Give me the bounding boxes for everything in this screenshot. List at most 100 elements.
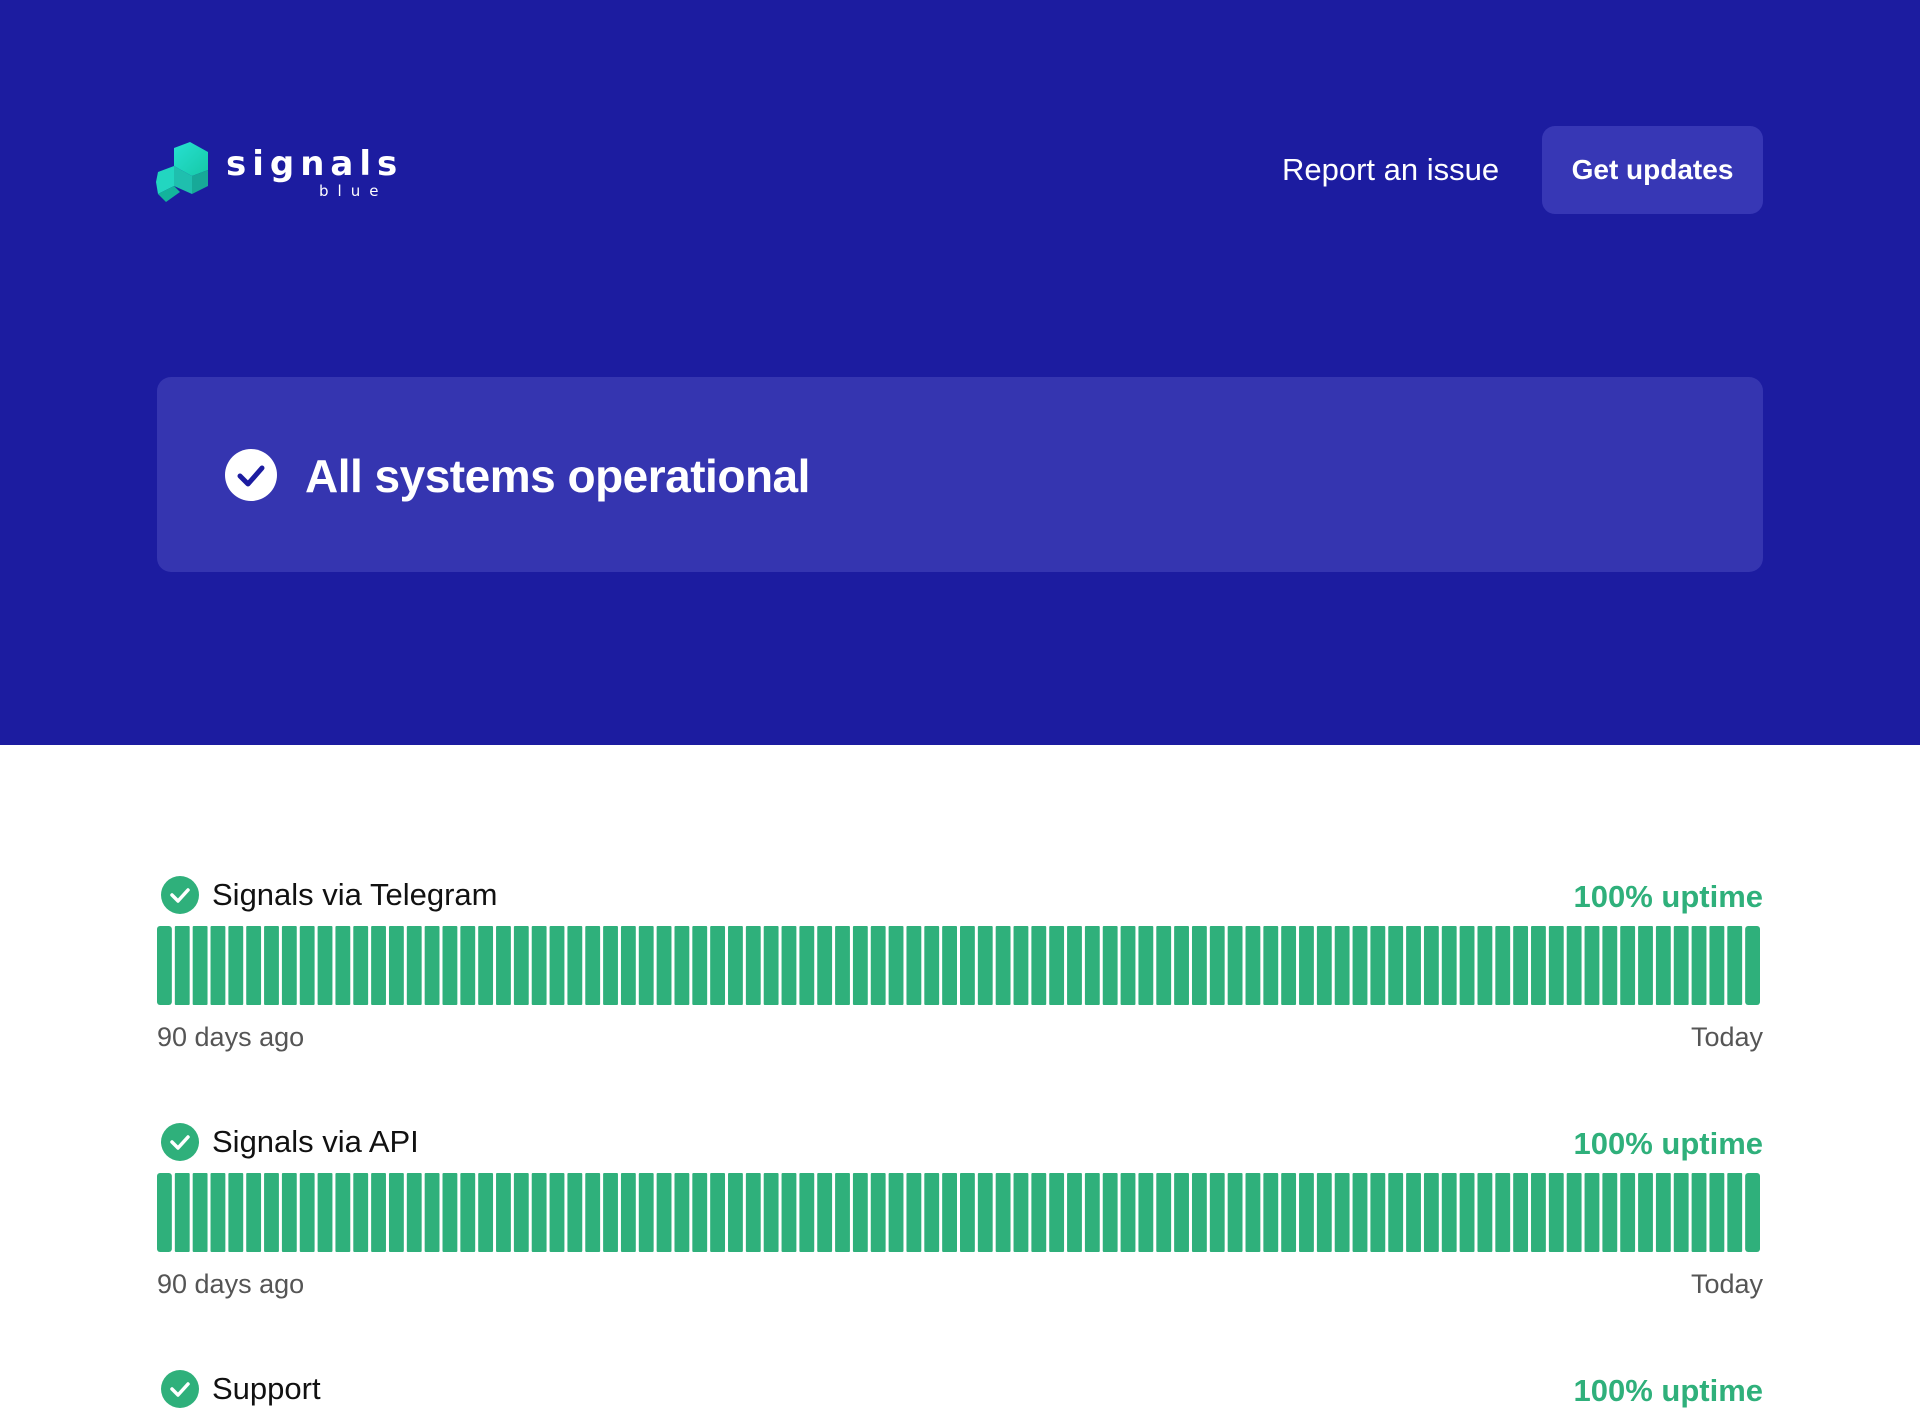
uptime-day-bar[interactable] <box>460 1173 476 1252</box>
uptime-day-bar[interactable] <box>835 1173 850 1252</box>
uptime-day-bar[interactable] <box>1638 926 1653 1005</box>
uptime-day-bar[interactable] <box>1084 1173 1100 1252</box>
uptime-day-bar[interactable] <box>1102 926 1118 1005</box>
uptime-day-bar[interactable] <box>799 1173 815 1252</box>
uptime-day-bar[interactable] <box>246 1173 262 1252</box>
uptime-day-bar[interactable] <box>1084 926 1100 1005</box>
uptime-day-bar[interactable] <box>317 1173 333 1252</box>
uptime-day-bar[interactable] <box>1031 1173 1047 1252</box>
uptime-day-bar[interactable] <box>549 1173 565 1252</box>
uptime-day-bar[interactable] <box>371 926 386 1005</box>
uptime-day-bar[interactable] <box>1441 1173 1457 1252</box>
uptime-day-bar[interactable] <box>192 926 208 1005</box>
uptime-day-bar[interactable] <box>228 1173 244 1252</box>
uptime-day-bar[interactable] <box>942 926 957 1005</box>
uptime-day-bar[interactable] <box>1548 1173 1564 1252</box>
uptime-day-bar[interactable] <box>1156 1173 1172 1252</box>
uptime-day-bar[interactable] <box>317 926 333 1005</box>
uptime-day-bar[interactable] <box>353 926 369 1005</box>
uptime-day-bar[interactable] <box>870 1173 886 1252</box>
uptime-day-bar[interactable] <box>995 926 1011 1005</box>
uptime-day-bar[interactable] <box>388 1173 404 1252</box>
uptime-day-bar[interactable] <box>1031 926 1047 1005</box>
uptime-day-bar[interactable] <box>531 1173 547 1252</box>
uptime-day-bar[interactable] <box>264 1173 279 1252</box>
uptime-day-bar[interactable] <box>1316 926 1332 1005</box>
uptime-day-bar[interactable] <box>585 1173 601 1252</box>
uptime-day-bar[interactable] <box>924 926 940 1005</box>
uptime-day-bar[interactable] <box>1673 1173 1689 1252</box>
uptime-day-bar[interactable] <box>1620 926 1636 1005</box>
uptime-day-bar[interactable] <box>1655 1173 1671 1252</box>
uptime-day-bar[interactable] <box>603 1173 618 1252</box>
uptime-day-bar[interactable] <box>496 926 511 1005</box>
uptime-day-bar[interactable] <box>1049 1173 1065 1252</box>
uptime-day-bar[interactable] <box>1495 926 1511 1005</box>
uptime-day-bar[interactable] <box>977 1173 993 1252</box>
uptime-day-bar[interactable] <box>1495 1173 1511 1252</box>
uptime-day-bar[interactable] <box>549 926 565 1005</box>
uptime-day-bar[interactable] <box>1156 926 1172 1005</box>
uptime-day-bar[interactable] <box>1638 1173 1653 1252</box>
uptime-day-bar[interactable] <box>353 1173 369 1252</box>
uptime-day-bar[interactable] <box>1620 1173 1636 1252</box>
uptime-day-bar[interactable] <box>388 926 404 1005</box>
uptime-day-bar[interactable] <box>299 926 315 1005</box>
uptime-day-bar[interactable] <box>1602 1173 1618 1252</box>
uptime-day-bar[interactable] <box>638 1173 654 1252</box>
uptime-day-bar[interactable] <box>406 926 422 1005</box>
uptime-day-bar[interactable] <box>674 1173 690 1252</box>
uptime-day-bar[interactable] <box>210 1173 226 1252</box>
uptime-day-bar[interactable] <box>1191 926 1207 1005</box>
uptime-day-bar[interactable] <box>799 926 815 1005</box>
uptime-day-bar[interactable] <box>1406 926 1421 1005</box>
uptime-day-bar[interactable] <box>1691 1173 1707 1252</box>
uptime-day-bar[interactable] <box>371 1173 386 1252</box>
uptime-day-bar[interactable] <box>1602 926 1618 1005</box>
uptime-day-bar[interactable] <box>1174 926 1189 1005</box>
uptime-day-bar[interactable] <box>1745 1173 1760 1252</box>
uptime-day-bar[interactable] <box>1388 1173 1404 1252</box>
uptime-day-bar[interactable] <box>1441 926 1457 1005</box>
uptime-day-bar[interactable] <box>1477 1173 1493 1252</box>
uptime-day-bar[interactable] <box>478 1173 494 1252</box>
uptime-day-bar[interactable] <box>977 926 993 1005</box>
uptime-day-bar[interactable] <box>674 926 690 1005</box>
uptime-day-bar[interactable] <box>888 926 904 1005</box>
get-updates-button[interactable]: Get updates <box>1542 126 1763 214</box>
uptime-day-bar[interactable] <box>763 926 779 1005</box>
uptime-day-bar[interactable] <box>1138 926 1154 1005</box>
uptime-day-bar[interactable] <box>496 1173 511 1252</box>
uptime-day-bar[interactable] <box>728 926 743 1005</box>
uptime-day-bar[interactable] <box>1423 926 1439 1005</box>
uptime-day-bar[interactable] <box>335 926 351 1005</box>
uptime-day-bar[interactable] <box>1370 926 1386 1005</box>
uptime-day-bar[interactable] <box>335 1173 351 1252</box>
uptime-day-bar[interactable] <box>157 926 172 1005</box>
uptime-day-bar[interactable] <box>1727 926 1743 1005</box>
report-issue-link[interactable]: Report an issue <box>1282 152 1500 187</box>
uptime-day-bar[interactable] <box>1584 926 1600 1005</box>
uptime-day-bar[interactable] <box>1209 926 1225 1005</box>
uptime-day-bar[interactable] <box>620 1173 636 1252</box>
uptime-day-bar[interactable] <box>638 926 654 1005</box>
uptime-day-bar[interactable] <box>995 1173 1011 1252</box>
uptime-day-bar[interactable] <box>1299 1173 1314 1252</box>
uptime-day-bar[interactable] <box>1566 926 1582 1005</box>
uptime-day-bar[interactable] <box>1263 926 1279 1005</box>
uptime-day-bar[interactable] <box>228 926 244 1005</box>
uptime-day-bar[interactable] <box>1352 926 1368 1005</box>
brand-logo[interactable]: signals blue <box>156 142 397 204</box>
uptime-day-bar[interactable] <box>1477 926 1493 1005</box>
uptime-day-bar[interactable] <box>960 1173 975 1252</box>
uptime-day-bar[interactable] <box>1531 1173 1546 1252</box>
uptime-day-bar[interactable] <box>460 926 476 1005</box>
uptime-day-bar[interactable] <box>924 1173 940 1252</box>
uptime-day-bar[interactable] <box>835 926 850 1005</box>
uptime-day-bar[interactable] <box>710 1173 726 1252</box>
uptime-day-bar[interactable] <box>1067 1173 1082 1252</box>
uptime-day-bar[interactable] <box>1727 1173 1743 1252</box>
uptime-day-bar[interactable] <box>1745 926 1760 1005</box>
uptime-day-bar[interactable] <box>1245 926 1261 1005</box>
uptime-day-bar[interactable] <box>1120 1173 1136 1252</box>
